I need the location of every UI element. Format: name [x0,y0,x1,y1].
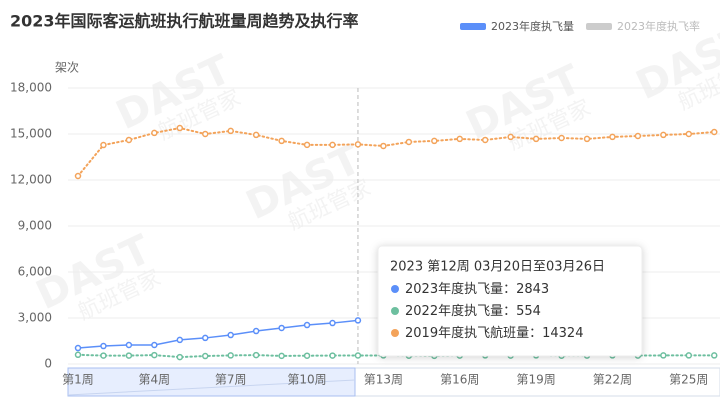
tooltip-series-name: 2023年度执飞量 [405,281,503,297]
data-point [151,129,158,137]
data-point [278,352,285,360]
legend-label: 2023年度执飞量 [491,19,574,33]
data-point [278,137,285,145]
y-tick-label: 15,000 [10,127,52,141]
tooltip-series-name: 2022年度执飞量 [405,303,503,319]
data-point [685,352,693,359]
data-point [660,352,667,359]
data-point [456,135,463,143]
tooltip-value: 2843 [516,282,549,297]
data-point [609,133,616,141]
data-point [354,141,362,148]
tooltip-series-name: 2019年度执飞航班量 [405,325,529,341]
y-tick-label: 18,000 [10,81,52,95]
data-point [202,334,209,342]
data-point [151,341,158,349]
data-point [583,135,591,143]
data-point [532,135,540,143]
data-point [202,352,209,360]
data-point [100,342,107,350]
y-tick-label: 3,000 [18,311,52,325]
data-point [252,351,260,359]
data-point [380,142,387,150]
zoom-slider [67,367,720,397]
data-point [176,336,184,344]
x-tick-label: 第22周 [593,373,632,387]
tooltip-value: 554 [516,304,541,319]
y-tick-label: 0 [44,357,52,371]
data-point [252,327,260,335]
data-point [202,130,209,138]
data-point [329,352,336,359]
data-point [660,131,667,139]
y-tick-label: 6,000 [18,265,52,279]
data-point [481,136,489,144]
tooltip-dot [391,285,399,293]
data-point [354,352,362,359]
data-point [74,344,82,352]
tooltip-row: 2022年度执飞量：554 [405,303,541,319]
data-point [711,128,718,136]
tooltip-dot [391,307,399,315]
tooltip-row: 2019年度执飞航班量：14324 [405,325,583,341]
data-point [74,351,82,359]
data-point [176,124,184,132]
tooltip-separator: ： [529,326,542,341]
data-point [431,137,438,145]
data-point [405,138,413,146]
tooltip-dot [391,329,399,337]
zoom-preview [67,379,356,396]
data-point [100,141,107,149]
tooltip-separator: ： [503,304,516,319]
data-point [278,324,285,332]
data-point [176,353,184,361]
data-point [252,131,260,139]
data-point [227,127,234,135]
data-point [634,132,642,140]
series-line [77,319,359,349]
data-point [507,133,514,141]
x-tick-label: 第4周 [139,373,171,387]
data-point [125,352,133,359]
data-point [125,341,133,349]
x-tick-label: 第16周 [440,373,479,387]
data-point [227,331,234,339]
data-point [303,352,311,359]
data-point [685,130,693,138]
x-tick-label: 第7周 [215,373,247,387]
data-point [329,141,336,149]
data-point [711,352,718,359]
series-line [77,126,716,178]
x-tick-label: 第19周 [516,373,555,387]
data-point [125,136,133,144]
tooltip-title: 2023 第12周 03月20日至03月26日 [390,260,605,275]
y-tick-label: 9,000 [18,219,52,233]
x-tick-label: 第1周 [62,373,94,387]
tooltip-box [377,245,643,357]
data-point [303,321,311,329]
data-point [74,172,82,180]
legend-swatch [586,23,612,30]
legend-label: 2023年度执飞率 [617,19,700,33]
y-tick-label: 12,000 [10,173,52,187]
data-point [558,134,565,142]
data-point [227,352,234,359]
chart-title: 2023年国际客运航班执行航班量周趋势及执行率 [10,12,359,31]
data-point [303,141,311,149]
data-point [329,319,336,327]
y-axis-label: 架次 [55,61,79,75]
tooltip-separator: ： [503,282,516,297]
data-point [151,351,158,359]
tooltip-value: 14324 [542,326,583,341]
legend-swatch [460,23,486,30]
data-point [354,317,362,324]
tooltip-row: 2023年度执飞量：2843 [405,281,549,297]
x-tick-label: 第13周 [364,373,403,387]
x-tick-label: 第25周 [669,373,708,387]
data-point [100,352,107,359]
x-tick-label: 第10周 [287,373,326,387]
